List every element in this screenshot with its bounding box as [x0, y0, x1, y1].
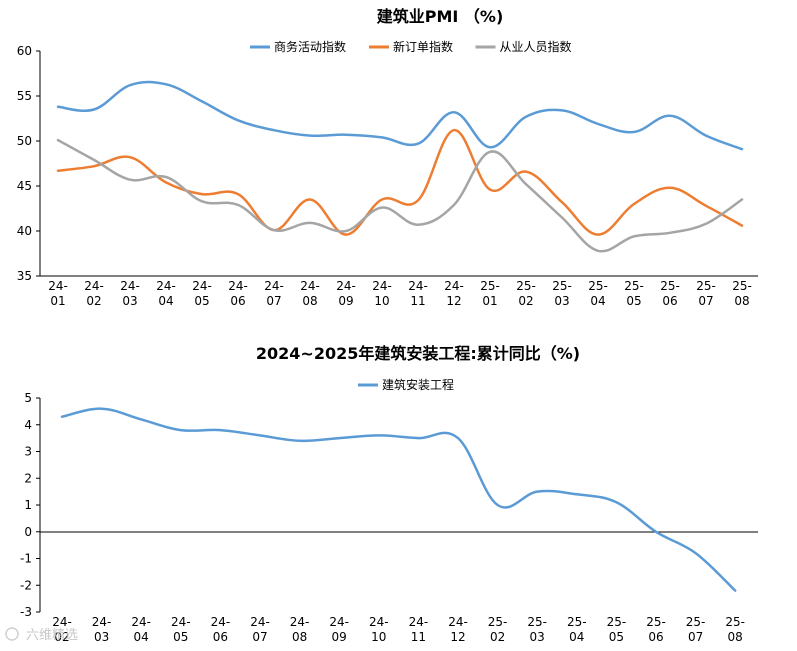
legend-label: 建筑安装工程: [382, 377, 454, 392]
x-tick-label: 24-08: [300, 279, 320, 308]
pmi-y-axis-ticks: 60 55 50 45 40 35: [17, 44, 40, 283]
x-tick-label: 25-05: [624, 279, 644, 308]
y-tick-label: -3: [20, 605, 32, 619]
pmi-chart-legend: 商务活动指数 新订单指数 从业人员指数: [250, 39, 572, 54]
watermark-logo-icon: [5, 627, 19, 641]
x-tick-label: 24-11: [409, 615, 429, 644]
series-line-2: [56, 138, 744, 253]
y-tick-label: 2: [24, 471, 32, 485]
watermark: 六维精选: [5, 627, 78, 643]
y-tick-label: -2: [20, 578, 32, 592]
y-tick-label: 3: [24, 445, 32, 459]
x-tick-label: 25-04: [567, 615, 587, 644]
x-tick-label: 24-11: [408, 279, 428, 308]
series-line-1: [56, 128, 744, 236]
x-tick-label: 24-04: [156, 279, 176, 308]
x-tick-label: 25-02: [516, 279, 536, 308]
x-tick-label: 25-02: [488, 615, 508, 644]
x-tick-label: 24-05: [171, 615, 191, 644]
x-tick-label: 25-07: [686, 615, 706, 644]
y-tick-label: 55: [17, 89, 32, 103]
x-tick-label: 24-01: [48, 279, 68, 308]
x-tick-label: 24-07: [264, 279, 284, 308]
x-tick-label: 24-09: [336, 279, 356, 308]
x-tick-label: 25-01: [480, 279, 500, 308]
x-tick-label: 25-03: [552, 279, 572, 308]
x-tick-label: 24-06: [228, 279, 248, 308]
x-tick-label: 24-04: [131, 615, 151, 644]
y-tick-label: 5: [24, 391, 32, 405]
x-tick-label: 25-06: [646, 615, 666, 644]
pmi-series-lines: [56, 80, 744, 253]
series-line-0: [60, 407, 737, 592]
watermark-text: 六维精选: [26, 628, 78, 643]
y-tick-label: 0: [24, 525, 32, 539]
x-tick-label: 24-12: [448, 615, 468, 644]
y-tick-label: 60: [17, 44, 32, 58]
y-tick-label: 35: [17, 269, 32, 283]
series-line-0: [56, 80, 744, 151]
x-tick-label: 24-03: [92, 615, 112, 644]
pmi-x-axis-ticks: 24-01 24-02 24-03 24-04 24-05 24-06 24-07 24-08…: [48, 279, 752, 308]
pmi-chart-title: 建筑业PMI （%): [377, 7, 504, 26]
x-tick-label: 25-05: [607, 615, 627, 644]
x-tick-label: 24-10: [372, 279, 392, 308]
y-tick-label: 45: [17, 179, 32, 193]
installation-x-axis-ticks: 24-02 24-03 24-04 24-05 24-06 24-07 24-08 24-09…: [52, 615, 745, 644]
x-tick-label: 24-07: [250, 615, 270, 644]
x-tick-label: 24-02: [84, 279, 104, 308]
x-tick-label: 24-05: [192, 279, 212, 308]
installation-chart-legend: 建筑安装工程: [358, 377, 454, 392]
pmi-chart: 建筑业PMI （%) 商务活动指数 新订单指数 从业人员指数 60 55 50 45 40 3…: [17, 7, 758, 308]
installation-series-lines: [60, 407, 737, 592]
legend-label: 商务活动指数: [274, 39, 346, 54]
x-tick-label: 24-02: [52, 615, 72, 644]
y-tick-label: 1: [24, 498, 32, 512]
legend-label: 新订单指数: [393, 39, 453, 54]
x-tick-label: 24-10: [369, 615, 389, 644]
x-tick-label: 25-03: [527, 615, 547, 644]
installation-chart: 2024~2025年建筑安装工程:累计同比（%) 建筑安装工程 5 4 3 2 1 0 -1…: [20, 344, 758, 644]
x-tick-label: 25-04: [588, 279, 608, 308]
x-tick-label: 24-08: [290, 615, 310, 644]
y-tick-label: 40: [17, 224, 32, 238]
y-tick-label: -1: [20, 552, 32, 566]
x-tick-label: 25-07: [696, 279, 716, 308]
y-tick-label: 4: [24, 418, 32, 432]
x-tick-label: 24-06: [211, 615, 231, 644]
x-tick-label: 24-09: [329, 615, 349, 644]
x-tick-label: 24-12: [444, 279, 464, 308]
x-tick-label: 24-03: [120, 279, 140, 308]
x-tick-label: 25-08: [725, 615, 745, 644]
installation-y-axis-ticks: 5 4 3 2 1 0 -1 -2 -3: [20, 391, 40, 619]
installation-chart-title: 2024~2025年建筑安装工程:累计同比（%): [256, 344, 580, 363]
x-tick-label: 25-08: [732, 279, 752, 308]
x-tick-label: 25-06: [660, 279, 680, 308]
y-tick-label: 50: [17, 134, 32, 148]
legend-label: 从业人员指数: [500, 39, 572, 54]
